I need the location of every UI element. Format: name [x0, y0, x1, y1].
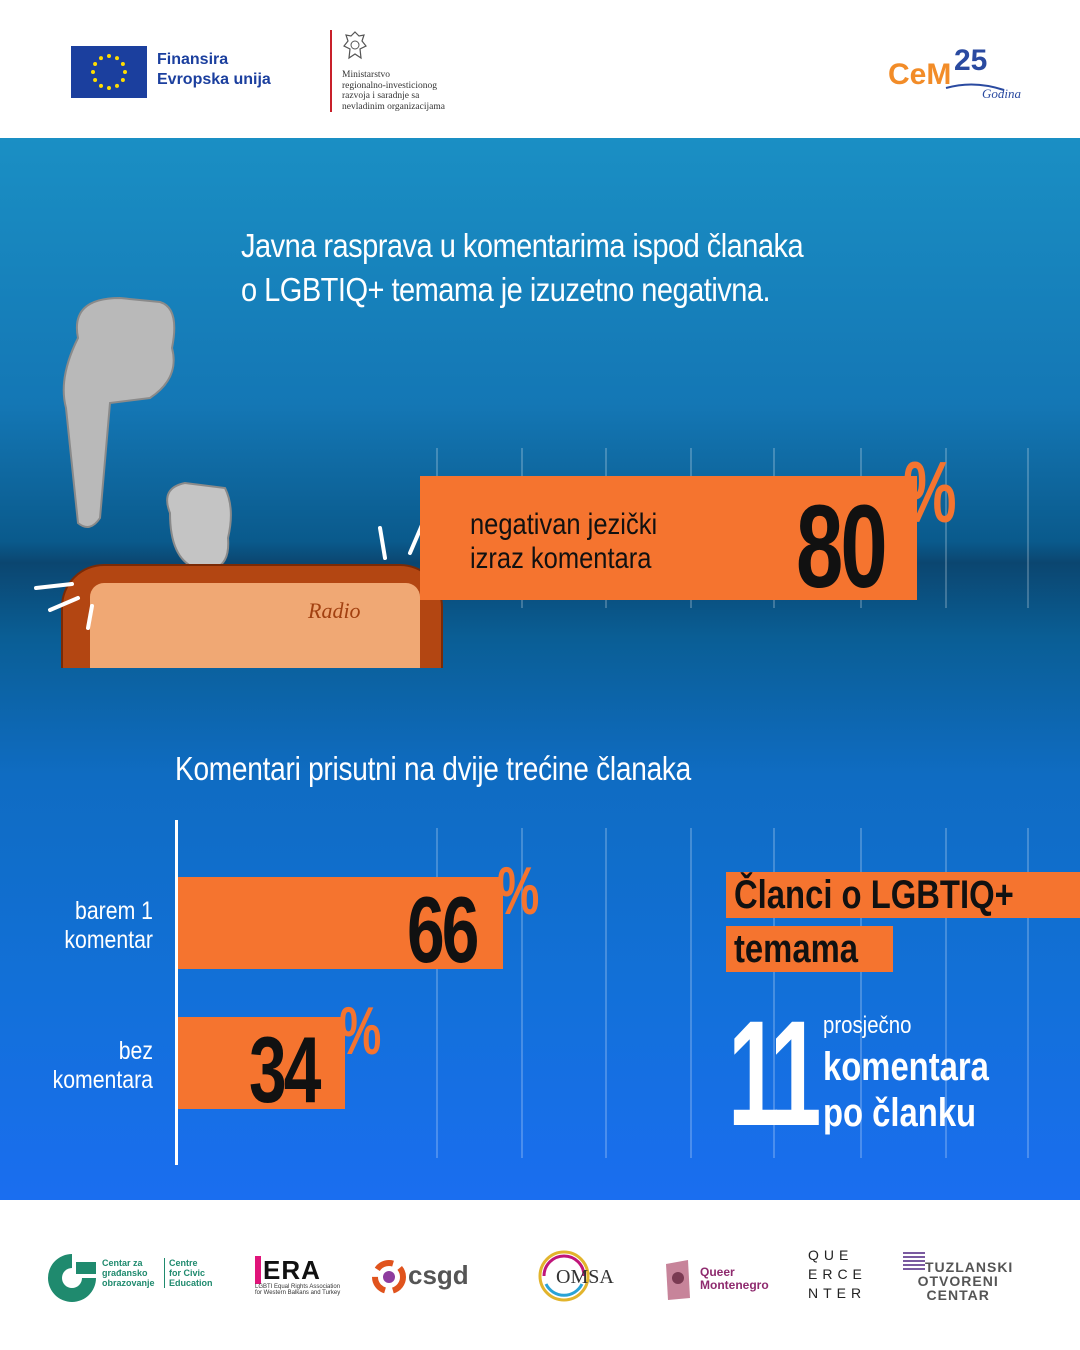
logo-text: for Civic [169, 1268, 206, 1278]
negative-stat-unit: % [903, 445, 957, 541]
logo-text: Queer [700, 1265, 735, 1279]
articles-tag-text1: Članci o LGBTIQ+ [734, 873, 1014, 917]
svg-text:Godina: Godina [982, 86, 1022, 101]
ministry-line: Ministarstvo [342, 70, 391, 80]
background-line [690, 828, 692, 1158]
logo-text: Education [169, 1278, 213, 1288]
chart-category-label: bez komentara [52, 1037, 153, 1094]
background-line [436, 828, 438, 1158]
cemi-25-godina-logo: CeM 25 Godina [884, 40, 1024, 102]
logo-text: TUZLANSKI [925, 1259, 1014, 1275]
logo-text: csgd [408, 1260, 469, 1290]
eu-star-icon [115, 83, 119, 88]
background-line [945, 448, 947, 608]
logo-text: Centar za [102, 1258, 143, 1268]
eu-funding-text: Finansira Evropska unija [157, 50, 271, 90]
radio-illustration: Radio [30, 288, 470, 774]
negative-stat-label-line2: izraz komentara [470, 542, 652, 575]
centar-za-gradjansko-obrazovanje-logo: Centar za građansko obrazovanje Centre f… [46, 1248, 216, 1308]
omsa-logo: OMSA [536, 1248, 620, 1308]
headline: Javna rasprava u komentarima ispod člana… [241, 224, 857, 312]
eu-funding-line1: Finansira [157, 51, 229, 68]
queer-montenegro-logo: Queer Montenegro [660, 1248, 784, 1308]
montenegro-crest-icon [340, 28, 370, 68]
background-line [605, 828, 607, 1158]
chart-bar [178, 877, 503, 969]
headline-line1: Javna rasprava u komentarima ispod člana… [241, 227, 804, 264]
eu-star-icon [107, 54, 111, 58]
ministry-line: nevladinim organizacijama [342, 101, 445, 112]
tuzlanski-otvoreni-centar-logo: TUZLANSKI OTVORENI CENTAR [903, 1248, 1033, 1308]
eu-star-icon [99, 56, 103, 61]
articles-tag-text2: temama [734, 927, 858, 971]
ministry-line: regionalno-investicionog [342, 80, 437, 91]
logo-text: OMSA [556, 1266, 614, 1288]
logo-text: NTER [808, 1285, 867, 1301]
background-line [521, 828, 523, 1158]
svg-text:25: 25 [954, 44, 987, 77]
chart-value-label: 66 [407, 877, 479, 982]
footer: Centar za građansko obrazovanje Centre f… [0, 1200, 1080, 1350]
infographic-body: Javna rasprava u komentarima ispod člana… [0, 138, 1080, 1200]
articles-tag-line1: Članci o LGBTIQ+ [726, 872, 1080, 918]
headline-line2: o LGBTIQ+ temama je izuzetno negativna. [241, 271, 771, 308]
negative-stat-label-line1: negativan jezički [470, 508, 658, 541]
chart-unit-label: % [339, 993, 382, 1069]
logo-text: građansko [102, 1268, 148, 1278]
svg-text:CeM: CeM [888, 58, 951, 91]
chart-category-label: barem 1 komentar [64, 897, 153, 954]
header: Finansira Evropska unija Ministarstvo re… [0, 0, 1080, 138]
ministry-line: razvoja i saradnje sa [342, 91, 420, 101]
average-label-line1: komentara [823, 1045, 989, 1089]
negative-stat-box [420, 476, 917, 600]
background-line [773, 828, 775, 1158]
eu-star-icon [93, 78, 98, 82]
average-label: komentara po članku [823, 1044, 989, 1136]
background-line [1027, 448, 1029, 608]
era-logo: ERA LGBTI Equal Rights Association for W… [255, 1248, 341, 1308]
chart-unit-label: % [497, 853, 540, 929]
eu-star-icon [115, 56, 119, 61]
section-title: Komentari prisutni na dvije trećine član… [175, 750, 692, 787]
chart-bar [178, 1017, 345, 1109]
svg-text:Radio: Radio [307, 598, 361, 623]
eu-funding-line2: Evropska unija [157, 71, 271, 88]
csgd-logo: csgd [372, 1248, 512, 1308]
queer-center-logo: QUE ERCE NTER [808, 1246, 868, 1306]
eu-star-icon [120, 78, 125, 82]
average-value: 11 [728, 989, 821, 1157]
logo-text: OTVORENI [917, 1273, 999, 1289]
logo-text: LGBTI Equal Rights Association [255, 1284, 341, 1290]
average-small-label: prosječno [823, 1012, 912, 1039]
eu-star-icon [107, 86, 111, 90]
background-line [860, 828, 862, 1158]
eu-star-icon [120, 62, 125, 66]
background-line [945, 828, 947, 1158]
articles-tag-line2: temama [726, 926, 894, 972]
logo-text: CENTAR [926, 1287, 990, 1303]
header-divider [330, 30, 332, 112]
eu-flag-icon [71, 46, 147, 98]
negative-stat-label: negativan jezički izraz komentara [470, 508, 657, 576]
eu-star-icon [99, 83, 103, 88]
ministry-text: Ministarstvo regionalno-investicionog ra… [342, 70, 445, 112]
chart-value-label: 34 [249, 1017, 321, 1122]
logo-text: for Western Balkans and Turkey [255, 1290, 341, 1296]
logo-text: Centre [169, 1258, 198, 1268]
eu-star-icon [123, 70, 127, 74]
background-line [1027, 828, 1029, 1158]
logo-text: ERCE [808, 1266, 867, 1282]
chart-axis [175, 820, 178, 1165]
average-label-line2: po članku [823, 1091, 977, 1135]
logo-text: Montenegro [700, 1278, 769, 1292]
logo-text: ERA [255, 1256, 335, 1284]
eu-star-icon [93, 62, 98, 66]
logo-text: QUE [808, 1247, 854, 1263]
logo-text: obrazovanje [102, 1278, 155, 1288]
negative-stat-value: 80 [796, 481, 888, 613]
eu-star-icon [91, 70, 95, 74]
